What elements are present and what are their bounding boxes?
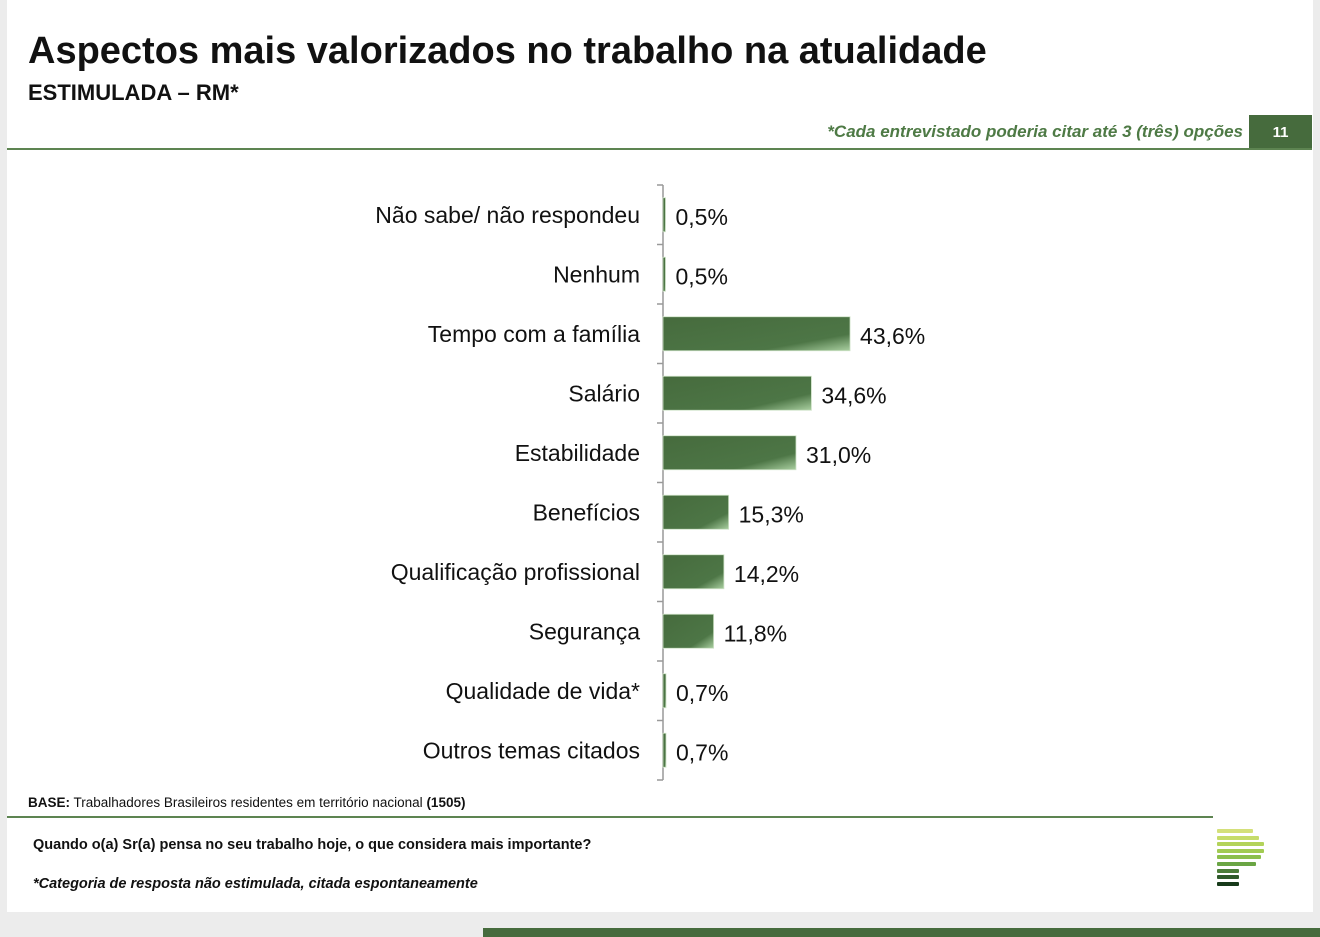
- category-label: Qualificação profissional: [391, 559, 640, 585]
- data-label: 34,6%: [821, 382, 886, 408]
- data-label: 0,5%: [676, 204, 728, 230]
- bar: [662, 613, 715, 649]
- company-logo: [1217, 829, 1264, 888]
- bar: [662, 435, 797, 471]
- page-subtitle: ESTIMULADA – RM*: [28, 80, 239, 105]
- data-label: 0,5%: [676, 263, 728, 289]
- header-divider: [7, 148, 1312, 150]
- data-label: 0,7%: [676, 680, 728, 706]
- base-text: Trabalhadores Brasileiros residentes em …: [70, 795, 427, 810]
- page-number: 11: [1249, 115, 1312, 149]
- footnote: *Categoria de resposta não estimulada, c…: [33, 876, 478, 892]
- category-label: Tempo com a família: [428, 321, 640, 347]
- data-label: 0,7%: [676, 739, 728, 765]
- bar-chart: Não sabe/ não respondeu 0,5% Nenhum 0,5% Tem…: [375, 184, 925, 781]
- bar: [662, 256, 666, 292]
- data-label: 43,6%: [860, 323, 925, 349]
- bottom-bar: [483, 928, 1320, 937]
- footer-divider: [7, 816, 1213, 818]
- category-label: Salário: [568, 380, 640, 406]
- base-note: BASE: Trabalhadores Brasileiros resident…: [28, 795, 465, 810]
- bar: [662, 197, 666, 233]
- citation-note: *Cada entrevistado poderia citar até 3 (…: [827, 122, 1243, 141]
- page-title: Aspectos mais valorizados no trabalho na…: [28, 30, 987, 72]
- category-label: Segurança: [529, 618, 640, 644]
- category-label: Estabilidade: [515, 440, 640, 466]
- slide: [7, 0, 1313, 912]
- category-label: Qualidade de vida*: [446, 678, 640, 704]
- bar: [662, 316, 851, 352]
- category-label: Benefícios: [533, 499, 640, 525]
- category-label: Outros temas citados: [423, 737, 640, 763]
- data-label: 14,2%: [734, 561, 799, 587]
- data-label: 31,0%: [806, 442, 871, 468]
- survey-question: Quando o(a) Sr(a) pensa no seu trabalho …: [33, 837, 592, 853]
- data-label: 15,3%: [739, 501, 804, 527]
- bar: [662, 732, 667, 768]
- bar: [662, 375, 812, 411]
- bar: [662, 673, 667, 709]
- bar: [662, 554, 725, 590]
- bar: [662, 494, 730, 530]
- category-label: Nenhum: [553, 261, 640, 287]
- data-label: 11,8%: [724, 620, 788, 646]
- category-label: Não sabe/ não respondeu: [375, 202, 640, 228]
- base-label: BASE:: [28, 795, 71, 810]
- base-count: (1505): [426, 795, 466, 810]
